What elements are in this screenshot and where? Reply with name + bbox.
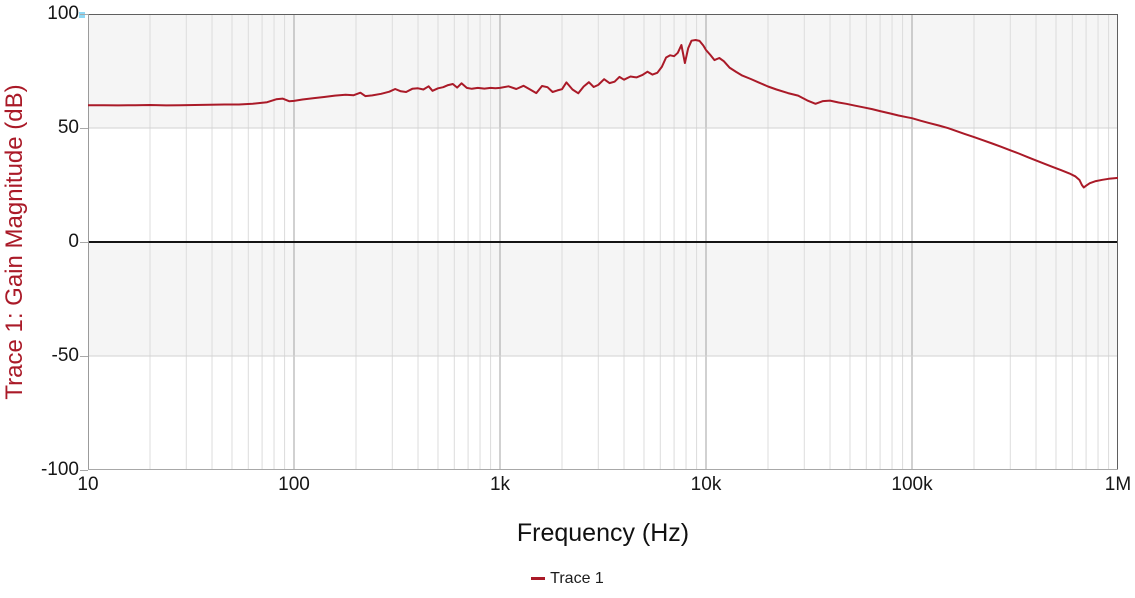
y-tick-label: -50 (51, 345, 79, 366)
axis-corner-marker (79, 12, 85, 18)
legend-label: Trace 1 (550, 569, 604, 587)
y-tick-mark (80, 14, 88, 15)
x-tick-label: 100 (278, 474, 310, 495)
y-tick-label: -100 (40, 459, 79, 480)
x-axis-title: Frequency (Hz) (516, 519, 690, 547)
y-tick-label: 0 (68, 231, 79, 252)
y-tick-mark (80, 242, 88, 243)
x-tick-label: 10k (690, 474, 722, 495)
legend: Trace 1 (0, 567, 1135, 588)
band-shading (88, 14, 1118, 128)
plot-area[interactable] (88, 14, 1118, 470)
x-tick-label: 1k (489, 474, 511, 495)
y-tick-mark (80, 470, 88, 471)
trace-color-dash-icon (531, 577, 546, 580)
plot-svg[interactable] (88, 14, 1118, 470)
trace-line[interactable] (88, 39, 1118, 189)
x-tick-label: 1M (1104, 474, 1132, 495)
x-tick-label: 10 (77, 474, 99, 495)
y-tick-label: 100 (47, 3, 79, 24)
x-tick-label: 100k (891, 474, 933, 495)
y-tick-mark (80, 128, 88, 129)
legend-item-trace1[interactable]: Trace 1 (531, 570, 604, 588)
y-tick-label: 50 (57, 117, 79, 138)
y-tick-mark (80, 356, 88, 357)
band-shading (88, 242, 1118, 356)
